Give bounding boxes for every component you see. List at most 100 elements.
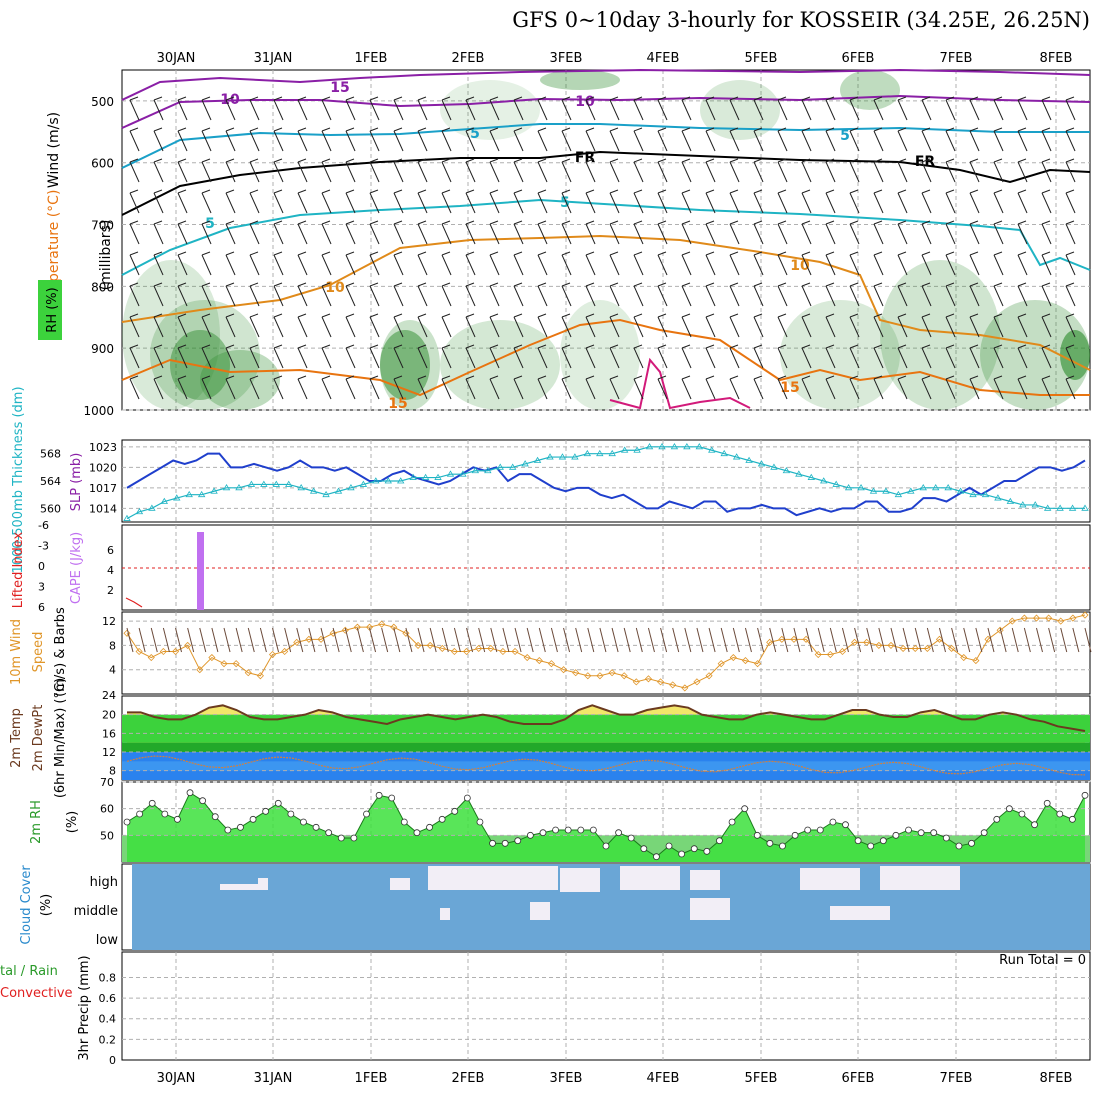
wind-barb — [345, 285, 356, 307]
thickness-line-point — [807, 473, 815, 480]
wind-barb-tick — [177, 127, 187, 132]
wind-barb-tick — [633, 220, 643, 225]
wind-barb-tick — [369, 313, 379, 318]
rh2m-point — [199, 797, 207, 805]
wind-barb-tick — [633, 158, 643, 163]
rh2m-point — [741, 805, 749, 813]
y-tick-label-wind: 12 — [102, 615, 116, 628]
wind-barb-tick — [561, 189, 571, 194]
wind10-barb — [514, 627, 522, 653]
wind-barb-tick — [777, 96, 787, 101]
y-tick-label-slp: 1017 — [89, 482, 117, 495]
thickness-line-point — [969, 490, 977, 498]
wind-barb — [849, 316, 860, 338]
wind-barb-tick — [441, 189, 451, 194]
wind10-point — [135, 647, 143, 656]
wind-barb — [609, 378, 620, 400]
wind-barb-tick — [393, 220, 403, 225]
wind-barb-tick — [801, 313, 811, 318]
wind-barb-tick — [873, 344, 883, 349]
y-tick-label-li: -3 — [38, 540, 49, 553]
wind-barb — [537, 316, 548, 338]
wind-barb-tick — [1041, 220, 1051, 225]
rh2m-fill — [127, 792, 1085, 862]
wind-barb — [1041, 254, 1052, 276]
wind-barb-tick — [657, 189, 667, 194]
wind-barb-tick — [1065, 375, 1075, 380]
wind-barb — [753, 130, 764, 152]
wind-barb — [729, 223, 740, 245]
wind-barb-tick — [561, 96, 571, 101]
wind-barb-tick — [321, 189, 331, 194]
thickness-line-point — [1019, 501, 1027, 508]
wind-barb-tick — [825, 96, 835, 101]
contour-label: 10 — [220, 92, 240, 108]
wind-barb-tick — [585, 375, 595, 380]
wind-barb — [417, 130, 428, 152]
wind-barb-tick — [393, 282, 403, 287]
thickness-line-point — [197, 490, 206, 498]
cloud-clear-block — [500, 872, 520, 890]
rh2m-point — [174, 815, 181, 823]
wind-barb-tick — [153, 375, 163, 380]
wind-barb-tick — [417, 375, 427, 380]
rh2m-point — [653, 853, 660, 861]
wind10-point — [196, 666, 204, 674]
wind-barb-tick — [1017, 282, 1027, 287]
wind10-barb — [744, 627, 752, 653]
wind-barb — [273, 347, 284, 369]
y-tick-label-precip: 0.8 — [99, 971, 117, 984]
wind-barb-tick — [1017, 158, 1027, 163]
wind-barb — [201, 285, 212, 307]
wind-barb-tick — [417, 313, 427, 318]
wind-barb — [921, 347, 932, 369]
wind-barb — [273, 161, 284, 183]
wind-barb — [225, 192, 236, 214]
rh2m-point — [262, 807, 270, 815]
wind-barb — [609, 99, 620, 121]
y-tick-label-slp: 1020 — [89, 461, 117, 474]
wind10-point — [596, 672, 604, 680]
wind-barb — [585, 378, 596, 400]
y-tick-label-slp: 1014 — [89, 502, 117, 515]
wind-barb — [489, 99, 500, 121]
wind-barb-tick — [177, 375, 187, 380]
wind-barb-tick — [1017, 127, 1027, 132]
axis-label-cape: CAPE (J/kg) — [69, 532, 84, 604]
wind-barb-tick — [897, 127, 907, 132]
wind-barb-tick — [441, 127, 451, 132]
thickness-line-point — [1081, 504, 1089, 511]
wind-barb — [1041, 130, 1052, 152]
wind10-barb — [878, 627, 886, 653]
wind-barb — [705, 161, 716, 183]
wind-barb — [993, 285, 1004, 307]
run-total-label: Run Total = 0 — [999, 953, 1086, 968]
thickness-line-point — [732, 453, 741, 460]
rh2m-point — [224, 826, 232, 834]
wind-barb — [1065, 347, 1076, 369]
wind10-point — [1008, 617, 1016, 625]
cloud-clear-block — [560, 868, 600, 892]
wind-barb-tick — [825, 189, 835, 194]
wind-barb-tick — [465, 189, 475, 194]
thickness-line-point — [260, 480, 268, 487]
wind-barb-tick — [537, 282, 547, 287]
wind-barb-tick — [753, 375, 763, 380]
rh2m-point — [968, 839, 975, 847]
wind10-barb — [1060, 627, 1068, 653]
wind-barb — [225, 316, 236, 338]
wind-barb — [777, 378, 788, 400]
wind10-barb — [223, 627, 231, 653]
rh2m-point — [186, 789, 194, 797]
panel-frame — [121, 951, 1091, 1061]
wind-barb-tick — [681, 96, 691, 101]
wind-barb — [753, 161, 764, 183]
wind-barb-tick — [753, 220, 763, 225]
wind-barb-tick — [729, 251, 739, 256]
wind-barb-tick — [1041, 251, 1051, 256]
wind-barb — [537, 161, 548, 183]
wind-barb — [201, 130, 212, 152]
wind-barb-tick — [273, 220, 283, 225]
wind-barb-tick — [513, 313, 523, 318]
wind-barb-tick — [393, 96, 403, 101]
